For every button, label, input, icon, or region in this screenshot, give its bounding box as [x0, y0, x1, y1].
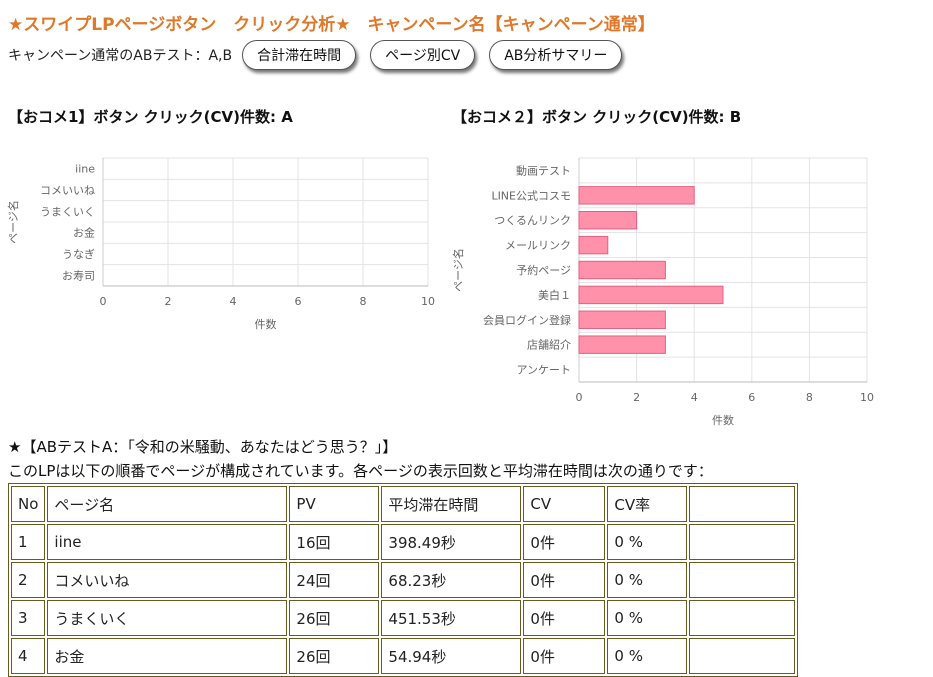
x-axis-label: 件数	[712, 414, 734, 427]
bar	[578, 285, 724, 305]
category-tick-label: コメいいね	[40, 184, 95, 197]
x-tick-label: 4	[230, 295, 237, 308]
section-description: このLPは以下の順番でページが構成されています。各ページの表示回数と平均滞在時間…	[8, 462, 713, 480]
category-tick-label: 動画テスト	[516, 163, 571, 177]
cell-extra	[689, 638, 796, 674]
cell-no: 1	[11, 524, 46, 560]
bar	[578, 235, 609, 255]
bar	[578, 310, 666, 329]
table-header-row: No ページ名 PV 平均滞在時間 CV CV率	[11, 486, 796, 522]
x-tick-label: 2	[633, 391, 640, 404]
x-tick-label: 8	[806, 391, 813, 404]
cell-page-name: うまくいく	[47, 600, 288, 636]
bar	[578, 186, 695, 205]
cell-no: 3	[11, 600, 46, 636]
cell-cv-rate: 0 %	[607, 562, 688, 598]
header-no: No	[11, 486, 46, 522]
x-tick-label: 8	[360, 295, 367, 308]
category-tick-label: 美白１	[538, 288, 571, 302]
x-tick-label: 4	[691, 391, 698, 404]
cell-cv-rate: 0 %	[607, 524, 688, 560]
cell-extra	[689, 524, 796, 560]
category-tick-label: LINE公式コスモ	[491, 189, 571, 202]
x-tick-label: 6	[748, 391, 755, 404]
cell-avg-stay: 398.49秒	[381, 524, 522, 560]
cell-cv: 0件	[523, 524, 606, 560]
cell-page-name: お金	[47, 638, 288, 674]
category-tick-label: iine	[75, 163, 95, 176]
cell-cv: 0件	[523, 600, 606, 636]
x-tick-label: 2	[165, 295, 172, 308]
header-avg-stay: 平均滞在時間	[381, 486, 522, 522]
ab-test-label: キャンペーン通常のABテスト：A,B	[8, 48, 233, 64]
x-tick-label: 6	[295, 295, 302, 308]
cell-cv: 0件	[523, 638, 606, 674]
category-tick-label: 予約ページ	[516, 263, 571, 277]
header-pv: PV	[289, 486, 380, 522]
page-cv-button[interactable]: ページ別CV	[370, 40, 476, 70]
category-tick-label: アンケート	[516, 364, 571, 377]
campaign-toolbar: キャンペーン通常のABテスト：A,B 合計滞在時間 ページ別CV AB分析サマリ…	[8, 38, 636, 72]
table-row: 3 うまくいく 26回 451.53秒 0件 0 %	[11, 600, 796, 636]
x-axis-label: 件数	[255, 318, 277, 331]
cell-no: 4	[11, 638, 46, 674]
cell-avg-stay: 68.23秒	[381, 562, 522, 598]
cell-extra	[689, 562, 796, 598]
total-stay-time-button[interactable]: 合計滞在時間	[242, 40, 357, 70]
header-extra	[689, 486, 796, 522]
category-tick-label: お寿司	[62, 268, 95, 282]
bar	[578, 211, 638, 230]
x-tick-label: 10	[421, 295, 435, 308]
category-tick-label: うなぎ	[62, 247, 95, 261]
category-tick-label: メールリンク	[505, 239, 571, 252]
cell-pv: 24回	[289, 562, 380, 598]
cell-page-name: iine	[47, 524, 288, 560]
category-tick-label: うまくいく	[40, 205, 95, 218]
cell-page-name: コメいいね	[47, 562, 288, 598]
cell-no: 2	[11, 562, 46, 598]
cell-pv: 26回	[289, 600, 380, 636]
category-tick-label: 会員ログイン登録	[483, 313, 571, 327]
chart-a-title: 【おコメ1】ボタン クリック(CV)件数: A	[8, 108, 293, 126]
table-row: 2 コメいいね 24回 68.23秒 0件 0 %	[11, 562, 796, 598]
cell-cv-rate: 0 %	[607, 600, 688, 636]
x-tick-label: 0	[100, 295, 107, 308]
cell-avg-stay: 54.94秒	[381, 638, 522, 674]
section-heading: ★【ABテストA：「令和の米騒動、あなたはどう思う？」】	[8, 438, 398, 456]
cell-pv: 16回	[289, 524, 380, 560]
page-title: ★スワイプLPページボタン クリック分析★ キャンペーン名【キャンペーン通常】	[8, 15, 655, 35]
cell-cv: 0件	[523, 562, 606, 598]
cell-cv-rate: 0 %	[607, 638, 688, 674]
page-table: No ページ名 PV 平均滞在時間 CV CV率 1 iine 16回 398.…	[8, 483, 799, 677]
header-cv: CV	[523, 486, 606, 522]
y-axis-label: ページ名	[6, 200, 20, 244]
header-cv-rate: CV率	[607, 486, 688, 522]
y-axis-label: ページ名	[451, 248, 465, 292]
table-row: 4 お金 26回 54.94秒 0件 0 %	[11, 638, 796, 674]
cell-pv: 26回	[289, 638, 380, 674]
cell-extra	[689, 600, 796, 636]
bar	[578, 335, 666, 354]
category-tick-label: つくるんリンク	[494, 214, 571, 227]
x-tick-label: 10	[860, 391, 874, 404]
chart-b-title: 【おコメ２】ボタン クリック(CV)件数: B	[452, 108, 742, 126]
cell-avg-stay: 451.53秒	[381, 600, 522, 636]
header-page-name: ページ名	[47, 486, 288, 522]
category-tick-label: 店舗紹介	[527, 338, 571, 352]
bar	[578, 260, 666, 280]
x-tick-label: 0	[576, 391, 583, 404]
category-tick-label: お金	[73, 226, 95, 240]
table-row: 1 iine 16回 398.49秒 0件 0 %	[11, 524, 796, 560]
ab-summary-button[interactable]: AB分析サマリー	[489, 40, 623, 70]
